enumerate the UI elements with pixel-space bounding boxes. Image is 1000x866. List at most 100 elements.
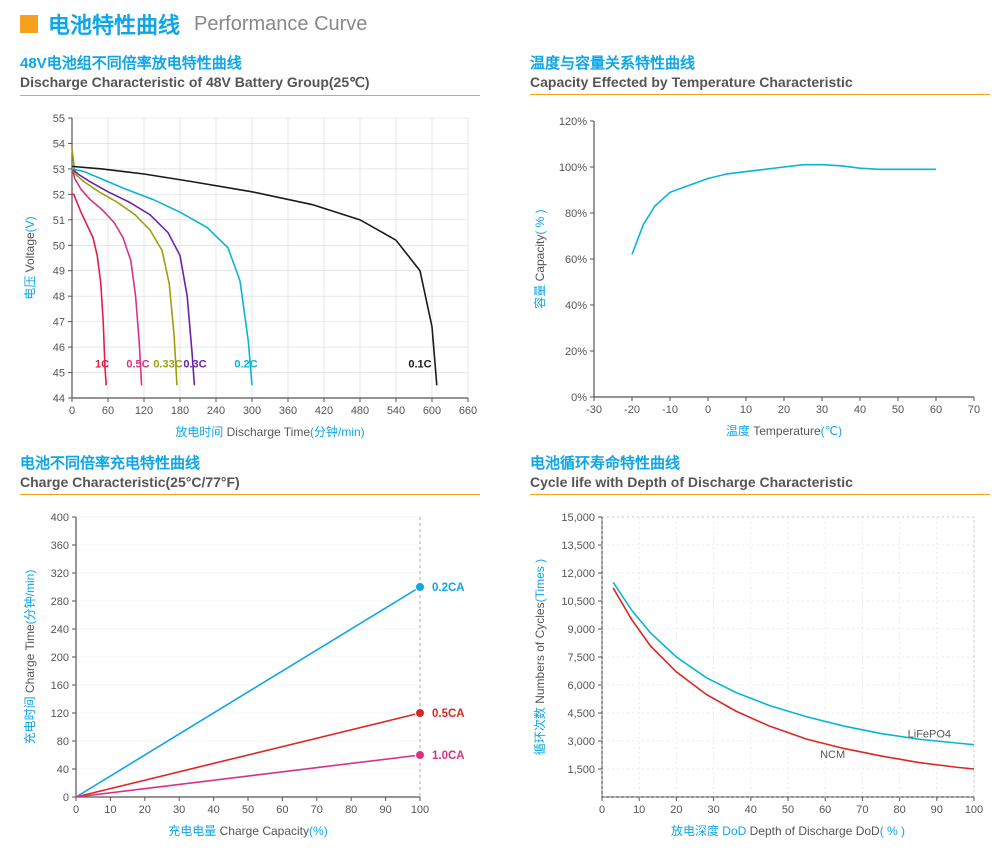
svg-text:90: 90: [379, 804, 391, 816]
svg-text:10: 10: [104, 804, 116, 816]
svg-text:70: 70: [311, 804, 323, 816]
svg-text:660: 660: [459, 405, 477, 417]
svg-text:40: 40: [745, 804, 757, 816]
svg-text:320: 320: [51, 568, 69, 580]
svg-text:6,000: 6,000: [567, 680, 595, 692]
svg-text:0: 0: [705, 404, 711, 416]
svg-text:充电时间 Charge Time(分钟/min): 充电时间 Charge Time(分钟/min): [22, 570, 37, 745]
discharge-title-en: Discharge Characteristic of 48V Battery …: [20, 74, 480, 91]
svg-text:360: 360: [279, 405, 297, 417]
cycle-chart: 01020304050607080901001,5003,0004,5006,0…: [530, 501, 990, 841]
svg-text:7,500: 7,500: [567, 652, 595, 664]
charge-title-cn: 电池不同倍率充电特性曲线: [20, 452, 480, 473]
svg-text:1C: 1C: [95, 358, 109, 370]
svg-text:13,500: 13,500: [561, 540, 595, 552]
svg-text:54: 54: [53, 138, 65, 150]
svg-text:0.1C: 0.1C: [408, 358, 431, 370]
svg-text:40: 40: [854, 404, 866, 416]
divider: [20, 95, 480, 96]
main-title-en: Performance Curve: [194, 13, 367, 36]
svg-text:40: 40: [207, 804, 219, 816]
svg-text:360: 360: [51, 540, 69, 552]
svg-text:44: 44: [53, 393, 65, 405]
svg-text:100: 100: [965, 804, 983, 816]
svg-text:100%: 100%: [559, 162, 587, 174]
svg-text:NCM: NCM: [820, 749, 845, 761]
svg-text:49: 49: [53, 266, 65, 278]
svg-text:40%: 40%: [565, 300, 587, 312]
discharge-chart: 0601201802403003604204805406006604445464…: [20, 102, 480, 442]
svg-text:60: 60: [102, 405, 114, 417]
svg-text:160: 160: [51, 680, 69, 692]
svg-text:280: 280: [51, 596, 69, 608]
svg-text:4,500: 4,500: [567, 708, 595, 720]
svg-text:0.33C: 0.33C: [153, 358, 182, 370]
svg-text:容量 Capacity( % ): 容量 Capacity( % ): [532, 209, 547, 308]
charge-panel: 电池不同倍率充电特性曲线 Charge Characteristic(25°C/…: [20, 452, 480, 841]
cycle-title-cn: 电池循环寿命特性曲线: [530, 452, 990, 473]
svg-text:55: 55: [53, 113, 65, 125]
svg-text:60: 60: [819, 804, 831, 816]
svg-text:120: 120: [51, 708, 69, 720]
temp-title-cn: 温度与容量关系特性曲线: [530, 52, 990, 73]
svg-text:0.3C: 0.3C: [183, 358, 206, 370]
cycle-panel: 电池循环寿命特性曲线 Cycle life with Depth of Disc…: [530, 452, 990, 841]
svg-text:80: 80: [57, 736, 69, 748]
charge-title-en: Charge Characteristic(25°C/77°F): [20, 474, 480, 490]
svg-text:30: 30: [707, 804, 719, 816]
svg-text:600: 600: [423, 405, 441, 417]
svg-text:400: 400: [51, 512, 69, 524]
svg-text:53: 53: [53, 164, 65, 176]
svg-text:120: 120: [135, 405, 153, 417]
title-square-icon: [20, 15, 38, 33]
temp-title-en: Capacity Effected by Temperature Charact…: [530, 74, 990, 90]
svg-text:充电电量 Charge Capacity(%): 充电电量 Charge Capacity(%): [168, 823, 327, 838]
divider: [530, 494, 990, 495]
svg-text:0: 0: [599, 804, 605, 816]
svg-text:240: 240: [51, 624, 69, 636]
svg-text:3,000: 3,000: [567, 736, 595, 748]
svg-text:30: 30: [173, 804, 185, 816]
svg-text:51: 51: [53, 215, 65, 227]
svg-text:0.5C: 0.5C: [126, 358, 149, 370]
svg-text:0.2CA: 0.2CA: [432, 582, 465, 594]
svg-text:50: 50: [782, 804, 794, 816]
svg-text:1,500: 1,500: [567, 764, 595, 776]
svg-text:48: 48: [53, 291, 65, 303]
svg-text:50: 50: [242, 804, 254, 816]
svg-text:电压 Voltage(V): 电压 Voltage(V): [23, 216, 37, 299]
svg-text:0: 0: [73, 804, 79, 816]
svg-text:放电深度 DoD Depth of Discharge Do: 放电深度 DoD Depth of Discharge DoD( % ): [671, 823, 905, 838]
svg-text:52: 52: [53, 189, 65, 201]
temp-capacity-chart: -30-20-100102030405060700%20%40%60%80%10…: [530, 101, 990, 441]
svg-text:10,500: 10,500: [561, 596, 595, 608]
svg-text:-10: -10: [662, 404, 678, 416]
svg-text:9,000: 9,000: [567, 624, 595, 636]
svg-text:200: 200: [51, 652, 69, 664]
svg-text:30: 30: [816, 404, 828, 416]
svg-text:温度 Temperature(℃): 温度 Temperature(℃): [726, 423, 842, 438]
main-title: 电池特性曲线 Performance Curve: [20, 8, 980, 40]
svg-text:10: 10: [740, 404, 752, 416]
svg-text:90: 90: [931, 804, 943, 816]
svg-text:0%: 0%: [571, 392, 587, 404]
svg-text:-30: -30: [586, 404, 602, 416]
temp-capacity-panel: 温度与容量关系特性曲线 Capacity Effected by Tempera…: [530, 52, 990, 442]
svg-text:50: 50: [53, 240, 65, 252]
svg-text:0: 0: [69, 405, 75, 417]
discharge-title-cn: 48V电池组不同倍率放电特性曲线: [20, 52, 480, 73]
svg-text:80: 80: [893, 804, 905, 816]
svg-text:20: 20: [670, 804, 682, 816]
svg-text:20: 20: [778, 404, 790, 416]
svg-text:循环次数 Numbers of Cycles(Times ): 循环次数 Numbers of Cycles(Times ): [532, 559, 547, 755]
svg-text:50: 50: [892, 404, 904, 416]
svg-text:60: 60: [930, 404, 942, 416]
svg-text:1.0CA: 1.0CA: [432, 750, 465, 762]
svg-text:60: 60: [276, 804, 288, 816]
main-title-cn: 电池特性曲线: [48, 8, 180, 40]
svg-text:80: 80: [345, 804, 357, 816]
svg-text:47: 47: [53, 317, 65, 329]
svg-text:0.5CA: 0.5CA: [432, 708, 465, 720]
svg-text:12,000: 12,000: [561, 568, 595, 580]
svg-text:15,000: 15,000: [561, 512, 595, 524]
